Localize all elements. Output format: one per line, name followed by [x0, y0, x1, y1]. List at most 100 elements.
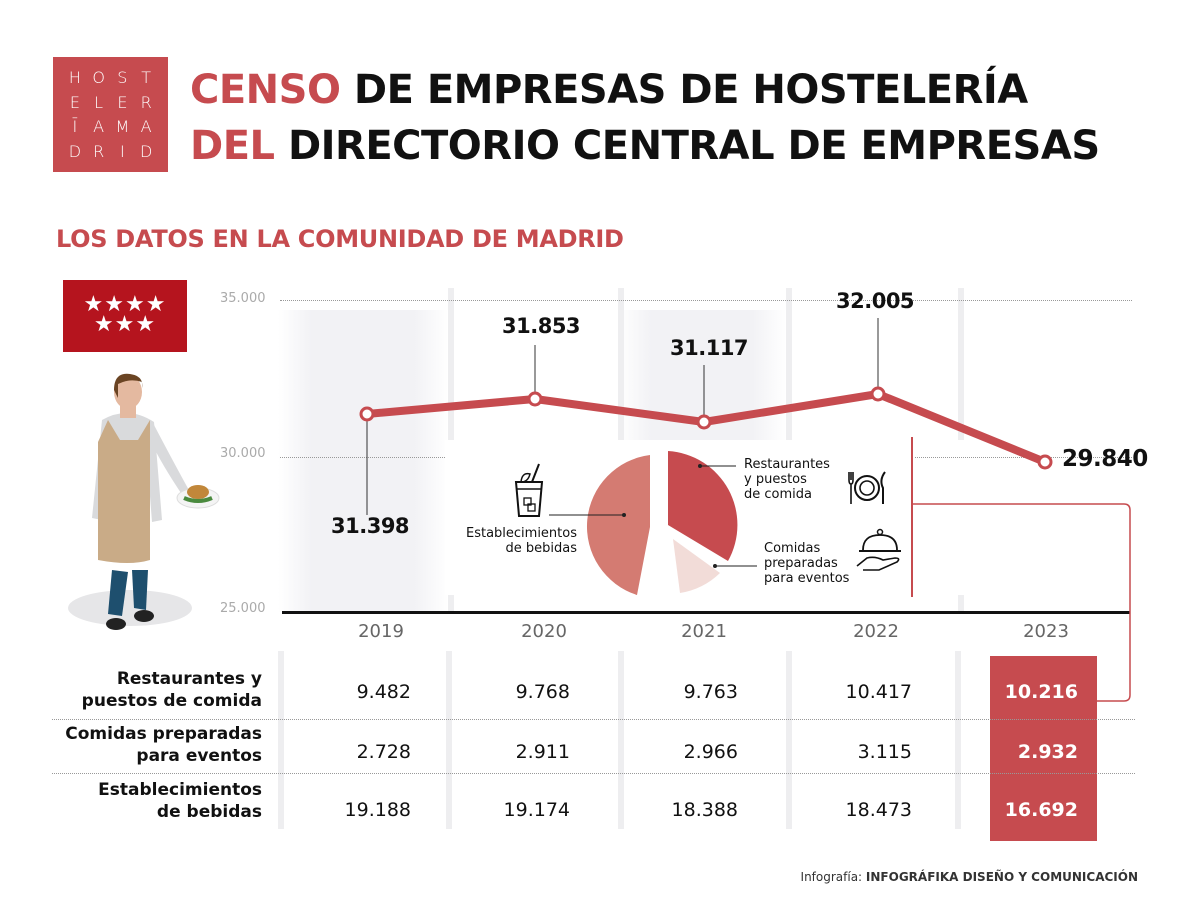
value-label-2020: 31.853 [502, 314, 581, 338]
pie-label-line: de comida [744, 487, 812, 502]
pie-label-line: y puestos [744, 472, 807, 487]
row-label-line: Restaurantes y [116, 669, 262, 689]
credit-line: Infografía: INFOGRÁFIKA DISEÑO Y COMUNIC… [801, 870, 1138, 884]
table-cell: 18.473 [845, 799, 912, 821]
madrid-flag: ★★★★ ★★★ [63, 280, 187, 352]
waiter-illustration [68, 373, 220, 630]
credit-prefix: Infografía: [800, 870, 866, 884]
title-red-1: CENSO [190, 67, 341, 113]
logo-letter: E [117, 92, 128, 112]
table-column-separator [618, 651, 624, 829]
hosteleria-madrid-logo: H O S T E L E R Ī A M A D R I D [53, 57, 168, 172]
value-label-2023: 29.840 [1062, 446, 1148, 472]
pie-chart [586, 451, 738, 595]
credit-name: INFOGRÁFIKA DISEÑO Y COMUNICACIÓN [865, 870, 1138, 884]
table-cell: 19.188 [344, 799, 411, 821]
cloche-hand-icon [856, 528, 901, 571]
value-label-2022: 32.005 [836, 289, 915, 313]
value-label-2019: 31.398 [331, 514, 410, 538]
value-label-2021: 31.117 [670, 336, 749, 360]
gridline-35000 [280, 300, 1132, 301]
pie-label-line: Restaurantes [744, 457, 830, 472]
y-tick-25000: 25.000 [220, 601, 266, 616]
pie-label-line: de bebidas [505, 541, 578, 556]
logo-letter: R [140, 92, 152, 112]
table-cell: 18.388 [671, 799, 738, 821]
table-cell: 9.763 [683, 681, 738, 703]
row-label-line: Establecimientos [98, 780, 262, 800]
table-cell: 2.728 [356, 741, 411, 763]
row-label-bebidas: Establecimientos de bebidas [42, 779, 262, 823]
column-separator [618, 288, 624, 440]
logo-letter: I [120, 142, 125, 162]
row-divider [52, 719, 1135, 720]
year-label-2023: 2023 [1023, 621, 1069, 642]
table-cell: 2.966 [683, 741, 738, 763]
logo-letter: A [140, 117, 152, 137]
title-black-2: DIRECTORIO CENTRAL DE EMPRESAS [274, 123, 1100, 169]
flag-stars-row-2: ★★★ [93, 311, 157, 336]
year-label-2020: 2020 [521, 621, 567, 642]
logo-letter: D [139, 142, 153, 162]
drink-glass-icon [514, 463, 544, 517]
table-cell-highlight: 10.216 [1004, 681, 1078, 703]
year-label-2022: 2022 [853, 621, 899, 642]
section-subtitle: LOS DATOS EN LA COMUNIDAD DE MADRID [56, 225, 624, 253]
row-label-comidas: Comidas preparadas para eventos [42, 723, 262, 767]
table-cell: 9.768 [515, 681, 570, 703]
y-tick-35000: 35.000 [220, 291, 266, 306]
table-cell: 10.417 [845, 681, 912, 703]
logo-letter: O [92, 67, 105, 87]
table-column-separator [955, 651, 961, 829]
table-cell-highlight: 2.932 [1017, 741, 1078, 763]
year-label-2021: 2021 [681, 621, 727, 642]
plate-cutlery-icon [848, 471, 886, 504]
flag-stars-row-1: ★★★★ [83, 291, 167, 316]
column-separator [958, 595, 964, 612]
logo-letter: M [115, 117, 130, 137]
table-cell: 19.174 [503, 799, 570, 821]
gridline-30000 [280, 457, 445, 458]
table-column-separator [446, 651, 452, 829]
x-axis [282, 611, 1130, 614]
logo-letter: E [69, 92, 80, 112]
column-separator [448, 595, 454, 612]
pie-label-comidas: Comidas preparadas para eventos [764, 541, 849, 586]
title-black-1: DE EMPRESAS DE HOSTELERÍA [340, 67, 1028, 113]
logo-letter: R [93, 142, 105, 162]
logo-letter: H [68, 67, 81, 87]
row-label-line: Comidas preparadas [65, 724, 262, 744]
column-separator [958, 288, 964, 440]
pie-label-line: Comidas [764, 541, 821, 556]
title-red-2: DEL [190, 123, 275, 169]
table-cell-highlight: 16.692 [1004, 799, 1078, 821]
pie-label-line: Establecimientos [465, 526, 577, 541]
pie-label-line: preparadas [764, 556, 838, 571]
logo-letter: L [94, 92, 104, 112]
table-cell: 2.911 [515, 741, 570, 763]
table-cell: 9.482 [356, 681, 411, 703]
logo-letter: S [117, 67, 128, 87]
table-column-separator [278, 651, 284, 829]
year-label-2019: 2019 [358, 621, 404, 642]
row-label-line: para eventos [136, 746, 262, 766]
row-label-line: de bebidas [156, 802, 262, 822]
page-title: CENSO DE EMPRESAS DE HOSTELERÍA DEL DIRE… [190, 62, 1100, 174]
highlight-column-2023 [990, 656, 1097, 841]
y-tick-30000: 30.000 [220, 446, 266, 461]
logo-letter: D [68, 142, 82, 162]
row-label-restaurantes: Restaurantes y puestos de comida [42, 668, 262, 712]
column-shade-2019 [278, 310, 448, 612]
logo-letter: T [141, 67, 152, 87]
column-separator [786, 288, 792, 440]
table-cell: 3.115 [857, 741, 912, 763]
row-label-line: puestos de comida [81, 691, 262, 711]
pie-label-line: para eventos [764, 571, 850, 586]
table-column-separator [786, 651, 792, 829]
logo-letter: A [93, 117, 105, 137]
row-divider [52, 773, 1135, 774]
logo-letter: Ī [72, 117, 78, 137]
column-separator [448, 288, 454, 440]
